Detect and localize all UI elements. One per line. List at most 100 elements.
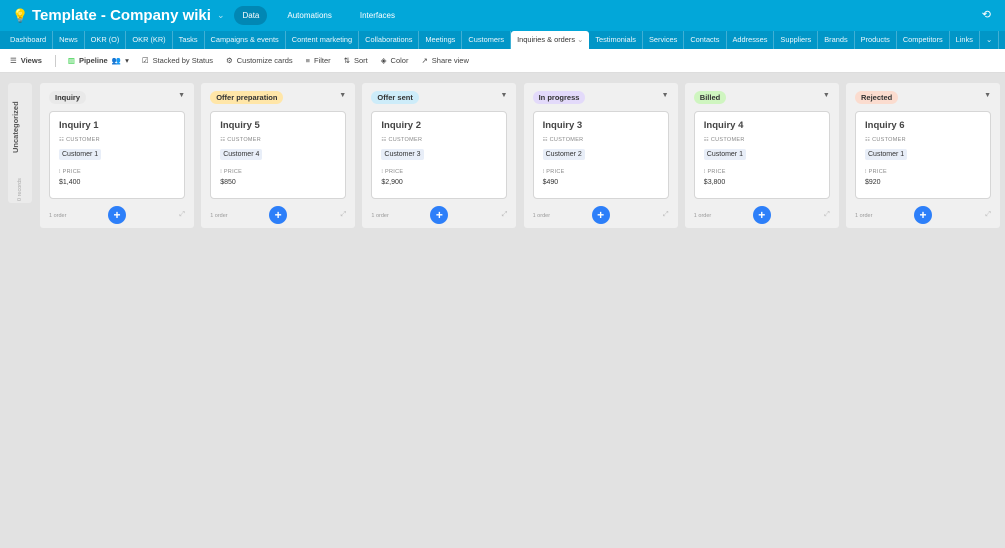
tab-links[interactable]: Links <box>950 31 980 49</box>
customer-chip[interactable]: Customer 4 <box>220 149 263 160</box>
number-field-icon: ⁞ <box>703 169 706 175</box>
customer-field-label: ☷ CUSTOMER <box>542 137 584 143</box>
status-badge: Billed <box>693 91 727 104</box>
expand-icon[interactable]: ⤢ <box>179 211 185 218</box>
price-field-label: ⁞ PRICE <box>542 169 565 175</box>
status-badge: Rejected <box>855 91 899 104</box>
tab-competitors[interactable]: Competitors <box>897 31 950 49</box>
stack-column: Inquiry ▼ Inquiry 1 ☷ CUSTOMER Customer … <box>40 83 194 228</box>
customer-field-label: ☷ CUSTOMER <box>381 137 423 143</box>
more-tabs-button[interactable]: ⌄ <box>980 31 1000 49</box>
record-card[interactable]: Inquiry 2 ☷ CUSTOMER Customer 3 ⁞ PRICE … <box>371 111 508 199</box>
add-table-button[interactable]: + <box>999 31 1005 49</box>
number-field-icon: ⁞ <box>381 169 384 175</box>
expand-icon[interactable]: ⤢ <box>824 211 830 218</box>
nav-automations[interactable]: Automations <box>287 11 332 20</box>
tab-content-marketing[interactable]: Content marketing <box>286 31 360 49</box>
add-record-button[interactable]: + <box>269 206 288 224</box>
views-button[interactable]: ☰ Views <box>10 56 42 65</box>
customer-chip[interactable]: Customer 1 <box>865 149 908 160</box>
status-badge: In progress <box>532 91 586 104</box>
tab-okr-o-[interactable]: OKR (O) <box>85 31 127 49</box>
filter-button[interactable]: ≡ Filter <box>305 56 331 65</box>
customer-field-label: ☷ CUSTOMER <box>59 137 100 143</box>
card-title: Inquiry 1 <box>59 120 99 131</box>
tab-dashboard[interactable]: Dashboard <box>4 31 54 49</box>
customer-field-label: ☷ CUSTOMER <box>865 137 906 143</box>
expand-icon[interactable]: ⤢ <box>501 211 508 218</box>
column-menu-icon[interactable]: ▼ <box>500 92 508 99</box>
add-record-button[interactable]: + <box>108 206 126 224</box>
tab-services[interactable]: Services <box>643 31 685 49</box>
customer-chip[interactable]: Customer 1 <box>59 149 102 160</box>
view-switcher[interactable]: ▥ Pipeline 👥 ▾ <box>67 56 129 65</box>
nav-data[interactable]: Data <box>234 6 268 25</box>
record-card[interactable]: Inquiry 6 ☷ CUSTOMER Customer 1 ⁞ PRICE … <box>855 111 991 199</box>
number-field-icon: ⁞ <box>542 169 545 175</box>
customize-cards-button[interactable]: ⚙ Customize cards <box>226 56 293 65</box>
price-value: $2,900 <box>381 179 403 186</box>
tab-tasks[interactable]: Tasks <box>173 31 205 49</box>
link-field-icon: ☷ <box>381 137 387 143</box>
customer-field-label: ☷ CUSTOMER <box>703 137 745 143</box>
column-menu-icon[interactable]: ▼ <box>822 92 830 99</box>
expand-icon[interactable]: ⤢ <box>340 211 347 218</box>
tab-okr-kr-[interactable]: OKR (KR) <box>126 31 173 49</box>
stack-column: In progress ▼ Inquiry 3 ☷ CUSTOMER Custo… <box>523 83 678 228</box>
tab-inquiries-orders[interactable]: Inquiries & orders ⌄ <box>511 31 590 49</box>
price-field-label: ⁞ PRICE <box>220 169 243 175</box>
gear-icon: ⚙ <box>226 56 233 65</box>
tab-campaigns-events[interactable]: Campaigns & events <box>205 31 286 49</box>
kanban-icon: ▥ <box>67 56 75 65</box>
column-menu-icon[interactable]: ▼ <box>178 92 185 99</box>
uncategorized-stack[interactable]: Uncategorized 0 records <box>8 83 32 203</box>
price-field-label: ⁞ PRICE <box>59 169 81 175</box>
customer-chip[interactable]: Customer 3 <box>381 149 424 160</box>
record-count: 1 order <box>210 213 228 219</box>
tab-collaborations[interactable]: Collaborations <box>359 31 420 49</box>
tab-testimonials[interactable]: Testimonials <box>589 31 643 49</box>
tab-brands[interactable]: Brands <box>818 31 855 49</box>
tab-products[interactable]: Products <box>855 31 897 49</box>
table-tabs: Dashboard News OKR (O) OKR (KR) Tasks Campaig… <box>0 31 1005 49</box>
record-card[interactable]: Inquiry 1 ☷ CUSTOMER Customer 1 ⁞ PRICE … <box>49 111 185 199</box>
add-record-button[interactable]: + <box>430 206 449 224</box>
column-menu-icon[interactable]: ▼ <box>339 92 347 99</box>
collaborators-icon: 👥 <box>111 56 122 65</box>
record-card[interactable]: Inquiry 3 ☷ CUSTOMER Customer 2 ⁞ PRICE … <box>532 111 669 199</box>
column-menu-icon[interactable]: ▼ <box>661 92 669 99</box>
base-title[interactable]: Template - Company wiki <box>32 7 211 24</box>
price-value: $3,800 <box>703 179 726 186</box>
tab-contacts[interactable]: Contacts <box>684 31 727 49</box>
tab-suppliers[interactable]: Suppliers <box>774 31 819 49</box>
share-view-button[interactable]: ↗ Share view <box>421 56 469 65</box>
menu-icon: ☰ <box>10 56 17 65</box>
chevron-down-icon[interactable]: ⌄ <box>216 10 225 20</box>
nav-interfaces[interactable]: Interfaces <box>359 11 395 20</box>
customer-chip[interactable]: Customer 1 <box>703 149 746 160</box>
tab-meetings[interactable]: Meetings <box>419 31 463 49</box>
add-record-button[interactable]: + <box>752 206 771 224</box>
expand-icon[interactable]: ⤢ <box>662 211 669 218</box>
add-record-button[interactable]: + <box>591 206 610 224</box>
tab-addresses[interactable]: Addresses <box>727 31 775 49</box>
expand-icon[interactable]: ⤢ <box>985 211 991 218</box>
sort-button[interactable]: ⇅ Sort <box>343 56 368 65</box>
history-icon[interactable]: ⟲ <box>981 9 991 21</box>
stack-column: Billed ▼ Inquiry 4 ☷ CUSTOMER Customer 1… <box>684 83 839 228</box>
customer-chip[interactable]: Customer 2 <box>542 149 585 160</box>
sort-icon: ⇅ <box>343 56 350 65</box>
stacked-by-button[interactable]: ☑ Stacked by Status <box>141 56 214 65</box>
chevron-down-icon[interactable]: ⌄ <box>577 35 584 44</box>
color-button[interactable]: ◈ Color <box>380 56 409 65</box>
add-record-button[interactable]: + <box>914 206 932 224</box>
column-menu-icon[interactable]: ▼ <box>984 92 991 99</box>
tab-news[interactable]: News <box>53 31 85 49</box>
price-value: $850 <box>220 179 236 186</box>
record-card[interactable]: Inquiry 5 ☷ CUSTOMER Customer 4 ⁞ PRICE … <box>210 111 347 199</box>
record-card[interactable]: Inquiry 4 ☷ CUSTOMER Customer 1 ⁞ PRICE … <box>693 111 830 199</box>
number-field-icon: ⁞ <box>59 169 61 175</box>
link-field-icon: ☷ <box>59 137 65 143</box>
card-title: Inquiry 3 <box>542 120 583 131</box>
tab-customers[interactable]: Customers <box>462 31 512 49</box>
